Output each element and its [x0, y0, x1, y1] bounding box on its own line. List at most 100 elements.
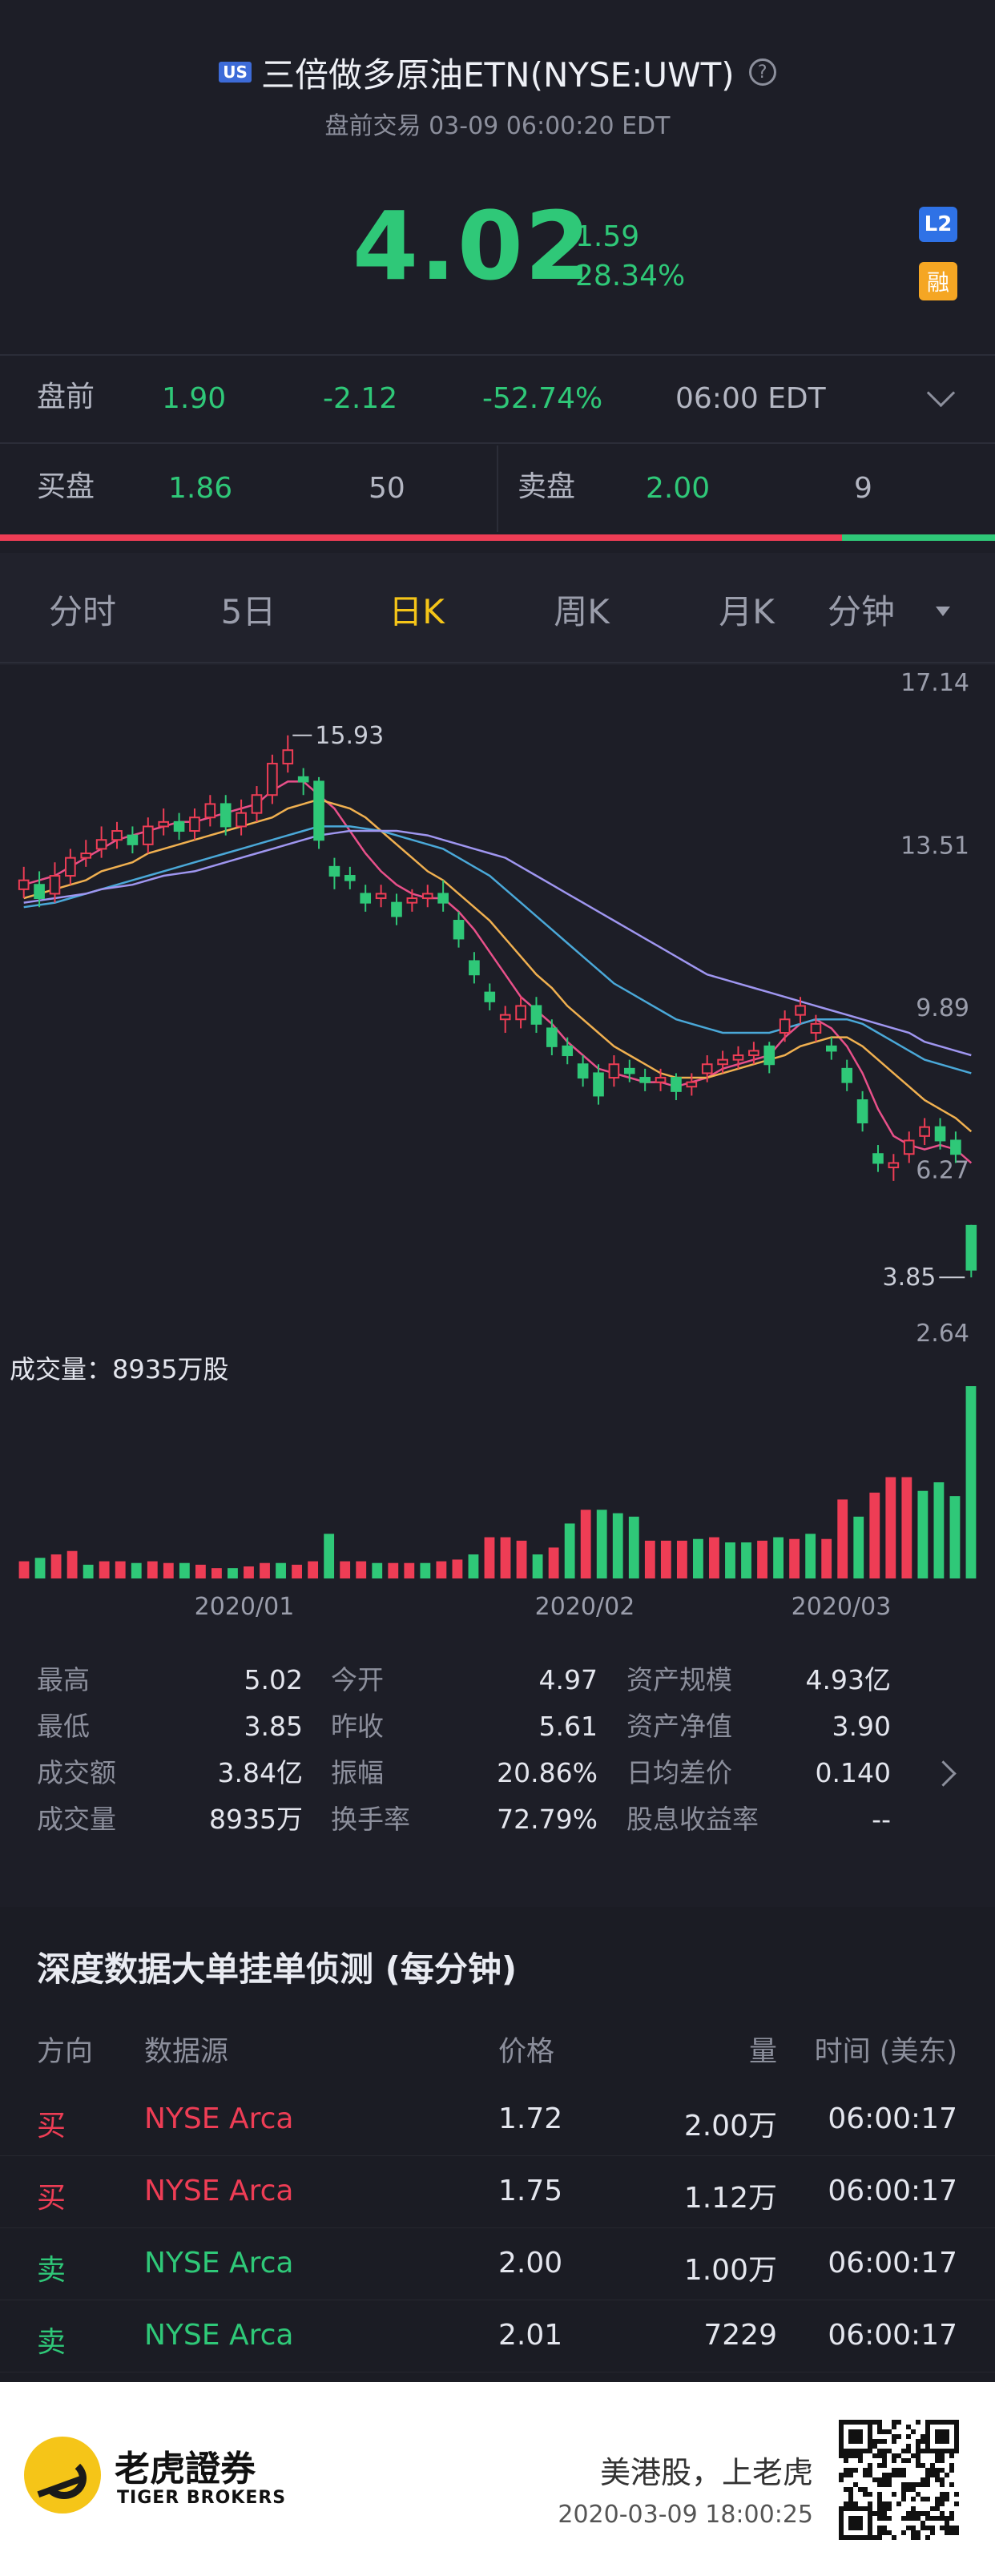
stats-grid: 最高 5.02 今开 4.97 资产规模 4.93亿 最低 3.85 昨收 5.61 资产净值 3.9…: [0, 1667, 995, 1875]
tab-monthly-k[interactable]: 月K: [719, 592, 775, 631]
footer: 老虎證券 TIGER BROKERS 美港股，上老虎 2020-03-09 18…: [0, 2382, 995, 2576]
candle-body: [282, 749, 294, 765]
candle-body: [453, 920, 465, 940]
divider: [0, 662, 995, 663]
candle-body: [344, 875, 356, 881]
volume-bar: [436, 1561, 447, 1578]
order-time: 06:00:17: [828, 2319, 957, 2352]
candle-body: [826, 1045, 837, 1052]
order-side: 卖: [37, 2326, 66, 2359]
volume-bar: [163, 1562, 174, 1578]
candle-body: [499, 1014, 511, 1021]
stat-value: --: [872, 1804, 891, 1835]
help-icon[interactable]: ?: [748, 58, 776, 86]
market-badge: US: [219, 62, 252, 83]
stat-value: 3.84亿: [217, 1757, 303, 1788]
l2-badge[interactable]: L2: [919, 207, 957, 242]
volume-bar: [741, 1542, 751, 1578]
volume-bar: [372, 1562, 383, 1578]
volume-bar: [709, 1537, 719, 1578]
chevron-down-icon[interactable]: [926, 378, 956, 408]
caret-down-icon[interactable]: [936, 607, 950, 616]
candle-body: [236, 812, 247, 828]
y-tick-label: 9.89: [916, 994, 969, 1022]
order-qty: 1.12万: [683, 2182, 777, 2215]
stat-value: 3.85: [244, 1711, 303, 1742]
kline-chart[interactable]: 17.14 13.51 9.89 6.27 2.64 15.93 3.85 成交量：8935万…: [0, 657, 995, 1619]
stat-value: 4.97: [538, 1664, 598, 1695]
ask-label: 卖盘: [518, 470, 576, 503]
stat-value: 20.86%: [497, 1757, 598, 1788]
volume-bar: [468, 1554, 479, 1578]
stat-label: 最高: [37, 1664, 90, 1695]
y-tick-label: 2.64: [916, 1320, 969, 1348]
volume-bar: [676, 1540, 687, 1578]
bid-ratio-bar: [0, 534, 842, 541]
volume-bar: [195, 1564, 206, 1578]
session-subtitle: 盘前交易 03-09 06:00:20 EDT: [324, 112, 671, 140]
volume-bar: [933, 1482, 945, 1578]
volume-bar: [516, 1540, 527, 1578]
y-tick-label: 6.27: [916, 1157, 969, 1185]
candle-body: [950, 1139, 961, 1155]
candle-body: [297, 776, 309, 783]
tab-5day[interactable]: 5日: [220, 592, 276, 631]
volume-bar: [869, 1492, 880, 1578]
volume-bar: [805, 1534, 816, 1578]
stat-label: 最低: [37, 1711, 90, 1742]
ask-price: 2.00: [646, 472, 711, 505]
premarket-price: 1.90: [162, 382, 227, 415]
volume-bar: [452, 1559, 463, 1578]
candle-body: [375, 893, 387, 900]
order-side: 卖: [37, 2254, 66, 2287]
volume-bar: [420, 1562, 431, 1578]
candle-body: [655, 1077, 667, 1083]
brand-name: 老虎證券: [115, 2449, 256, 2489]
stat-label: 换手率: [331, 1804, 410, 1835]
tab-intraday[interactable]: 分时: [48, 592, 116, 631]
order-side: 买: [37, 2110, 66, 2143]
order-price: 2.00: [498, 2247, 563, 2280]
candle-body: [437, 893, 449, 904]
volume-bar: [147, 1561, 158, 1578]
candle-body: [360, 893, 372, 904]
premarket-time: 06:00 EDT: [675, 382, 826, 415]
stat-label: 振幅: [331, 1757, 384, 1788]
candle-body: [856, 1099, 868, 1124]
volume-bar: [404, 1562, 415, 1578]
candle-body: [484, 991, 496, 1002]
volume-bar: [388, 1562, 399, 1578]
volume-bar: [34, 1558, 46, 1578]
margin-badge[interactable]: 融: [919, 262, 957, 300]
col-side: 方向: [37, 2036, 94, 2068]
bid-price: 1.86: [168, 472, 233, 505]
candle-body: [732, 1054, 744, 1061]
candle-body: [717, 1058, 728, 1066]
volume-bar: [500, 1537, 511, 1578]
order-time: 06:00:17: [828, 2175, 957, 2207]
x-axis-label: 2020/01: [195, 1593, 295, 1619]
volume-label: 成交量：8935万股: [10, 1354, 228, 1385]
stat-label: 资产规模: [626, 1664, 732, 1695]
tab-weekly-k[interactable]: 周K: [554, 592, 610, 631]
candle-body: [328, 865, 340, 877]
premarket-change: -2.12: [323, 382, 398, 415]
candle-body: [608, 1063, 620, 1079]
tab-minute[interactable]: 分钟: [827, 592, 895, 631]
candle-body: [639, 1077, 651, 1083]
volume-bar: [821, 1538, 832, 1578]
volume-bar: [580, 1510, 591, 1578]
ma-line-1: [23, 780, 973, 1164]
candle-body: [95, 839, 107, 850]
divider: [0, 442, 995, 444]
section-title: 深度数据大单挂单侦测 (每分钟): [37, 1949, 518, 1989]
bid-size: 50: [369, 472, 405, 505]
candle-body: [888, 1162, 900, 1169]
col-price: 价格: [498, 2036, 555, 2068]
x-axis-label: 2020/03: [792, 1593, 892, 1619]
tab-daily-k[interactable]: 日K: [389, 592, 445, 631]
volume-bar: [484, 1537, 495, 1578]
volume-bar: [260, 1562, 270, 1578]
candle-body: [810, 1022, 822, 1034]
candle-body: [623, 1067, 635, 1074]
